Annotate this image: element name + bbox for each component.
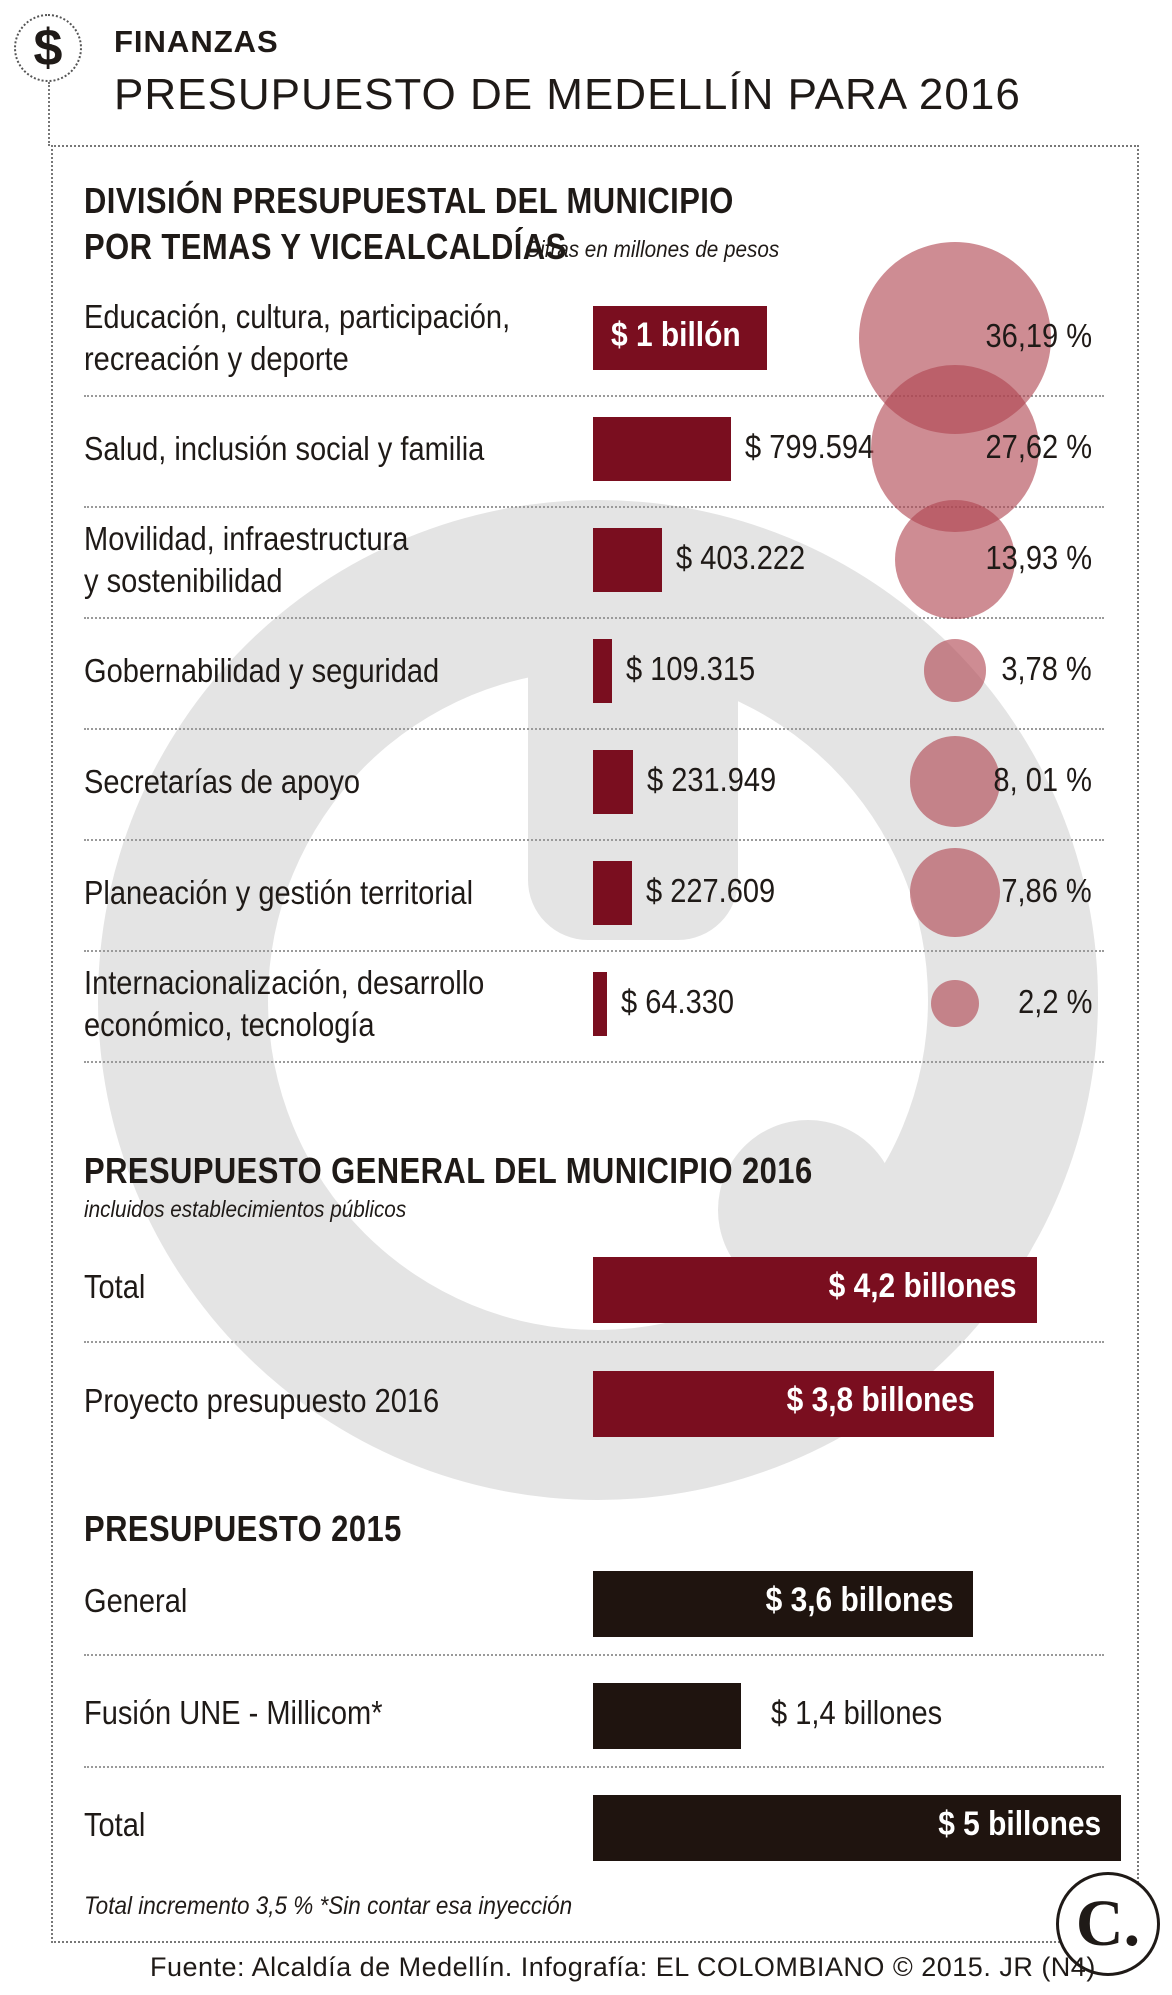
category-label-line: Internacionalización, desarrollo <box>84 963 485 1001</box>
value-label: $ 227.609 <box>646 871 776 909</box>
value-bar <box>593 305 767 370</box>
percent-bubble <box>910 847 1000 938</box>
lead-line <box>48 82 50 146</box>
value-bar <box>593 416 731 481</box>
category-label-line: y sostenibilidad <box>84 561 283 599</box>
row-divider <box>84 1061 1104 1063</box>
percent-label: 8, 01 % <box>993 760 1092 798</box>
value-bar <box>593 860 633 925</box>
percent-bubble <box>931 979 979 1028</box>
percent-label: 13,93 % <box>985 538 1092 576</box>
percent-bubble <box>923 639 987 702</box>
value-bar <box>593 1795 1121 1861</box>
category-label: Total <box>84 1268 146 1305</box>
percent-label: 2,2 % <box>1017 982 1092 1020</box>
category-label-line: recreación y deporte <box>84 339 349 377</box>
value-label: $ 3,8 billones <box>786 1381 975 1419</box>
row-divider <box>84 950 1104 952</box>
value-label: $ 799.594 <box>744 427 874 465</box>
budget-2015-title: PRESUPUESTO 2015 <box>84 1508 402 1549</box>
general-2016-subtitle: incluidos establecimientos públicos <box>84 1196 407 1222</box>
el-colombiano-logo: C. <box>1056 1872 1160 1976</box>
footnote: Total incremento 3,5 % *Sin contar esa i… <box>84 1892 573 1920</box>
dollar-icon: $ <box>14 14 82 82</box>
category-label: Gobernabilidad y seguridad <box>84 650 439 692</box>
row-divider <box>84 728 1104 730</box>
page-title: PRESUPUESTO DE MEDELLÍN PARA 2016 <box>114 70 1021 119</box>
value-label: $ 64.330 <box>621 982 735 1020</box>
source-credit: Fuente: Alcaldía de Medellín. Infografía… <box>150 1952 1096 1982</box>
category-label: Fusión UNE - Millicom* <box>84 1694 383 1731</box>
category-label-line: económico, tecnología <box>84 1005 375 1043</box>
division-subtitle: Cifras en millones de pesos <box>525 236 780 262</box>
percent-label: 3,78 % <box>1001 649 1092 687</box>
category-label: Planeación y gestión territorial <box>84 872 473 914</box>
category-label: Salud, inclusión social y familia <box>84 428 484 470</box>
content-frame <box>51 145 1139 1943</box>
value-bar <box>593 1683 741 1749</box>
row-divider <box>84 1341 1104 1343</box>
section-tag: FINANZAS <box>114 24 279 59</box>
row-divider <box>84 617 1104 619</box>
value-label: $ 231.949 <box>646 760 777 798</box>
row-divider <box>84 395 1104 397</box>
division-title-line: DIVISIÓN PRESUPUESTAL DEL MUNICIPIO POR … <box>84 178 746 270</box>
category-label-line: Educación, cultura, participación, <box>84 297 511 335</box>
row-divider <box>84 1766 1104 1768</box>
percent-bubble <box>895 499 1015 620</box>
value-bar <box>593 749 633 814</box>
value-label: $ 109.315 <box>625 649 755 687</box>
value-bar <box>593 1371 995 1437</box>
value-label: $ 1,4 billones <box>770 1694 942 1731</box>
category-label: Proyecto presupuesto 2016 <box>84 1382 440 1419</box>
category-label: Movilidad, infraestructura y sostenibilid… <box>84 518 408 602</box>
category-label-line: Gobernabilidad y seguridad <box>84 651 440 689</box>
category-label: Total <box>84 1806 146 1843</box>
value-bar <box>593 638 612 703</box>
percent-label: 7,86 % <box>1001 871 1092 909</box>
value-bar <box>593 1257 1037 1323</box>
category-label: Secretarías de apoyo <box>84 761 360 803</box>
row-divider <box>84 506 1104 508</box>
value-label: $ 1 billón <box>611 315 741 354</box>
general-2016-title: PRESUPUESTO GENERAL DEL MUNICIPIO 2016 <box>84 1150 813 1191</box>
division-title: DIVISIÓN PRESUPUESTAL DEL MUNICIPIO POR … <box>84 180 734 267</box>
value-label: $ 4,2 billones <box>828 1267 1017 1305</box>
value-bar <box>593 1571 974 1637</box>
value-bar <box>593 527 663 592</box>
value-label: $ 3,6 billones <box>765 1581 954 1619</box>
percent-label: 36,19 % <box>985 316 1092 354</box>
value-label: $ 403.222 <box>676 538 806 576</box>
category-label-line: Secretarías de apoyo <box>84 762 361 800</box>
category-label: Educación, cultura, participación, recrea… <box>84 296 510 380</box>
value-label: $ 5 billones <box>938 1805 1101 1843</box>
value-bar <box>593 971 607 1036</box>
category-label: Internacionalización, desarrollo económic… <box>84 962 484 1046</box>
category-label: General <box>84 1582 188 1619</box>
category-label-line: Salud, inclusión social y familia <box>84 429 485 467</box>
percent-label: 27,62 % <box>985 427 1092 465</box>
row-divider <box>84 1654 1104 1656</box>
row-divider <box>84 839 1104 841</box>
category-label-line: Movilidad, infraestructura <box>84 519 409 557</box>
percent-bubble <box>909 736 1001 827</box>
category-label-line: Planeación y gestión territorial <box>84 873 474 911</box>
